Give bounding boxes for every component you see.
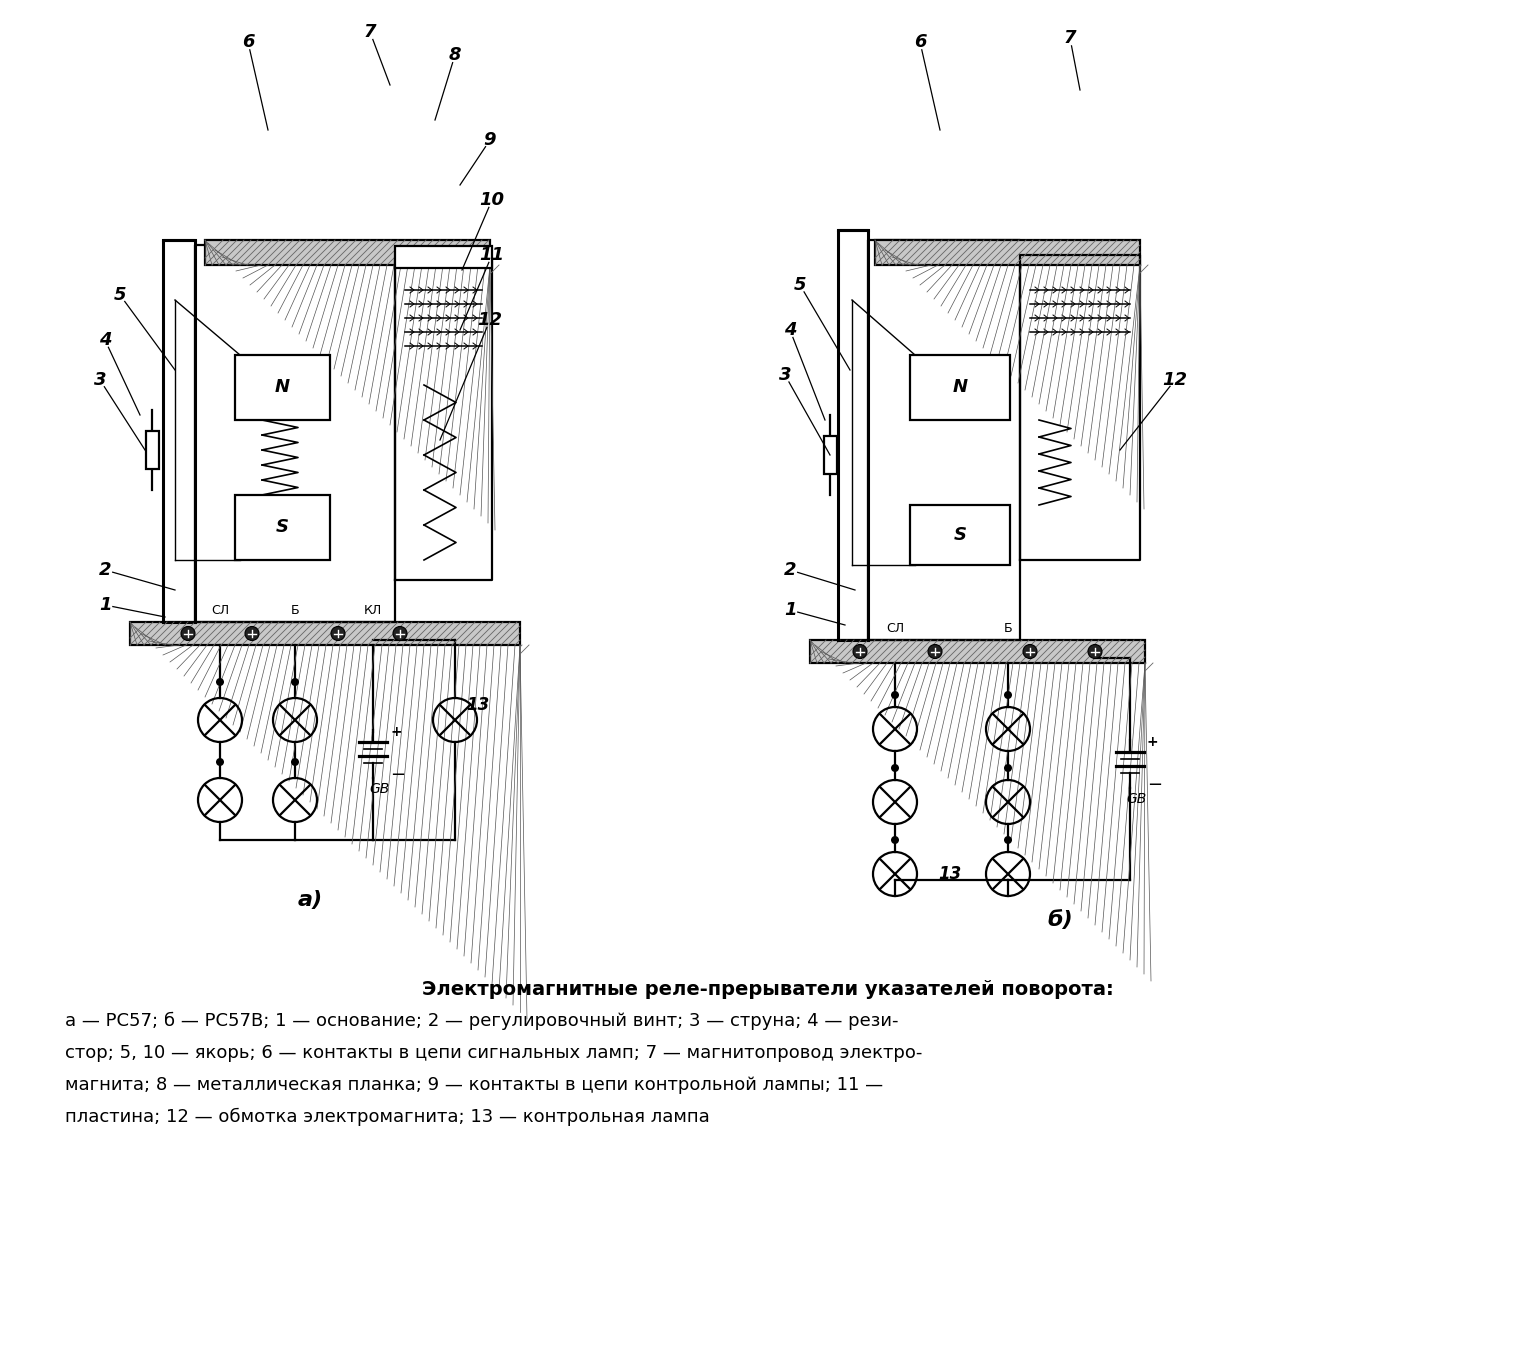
Text: 11: 11	[479, 246, 504, 265]
Text: 8: 8	[449, 46, 461, 63]
Text: СЛ: СЛ	[210, 603, 229, 617]
Text: 5: 5	[794, 275, 806, 294]
Text: 3: 3	[94, 371, 106, 389]
Bar	[823, 436, 837, 474]
Text: магнита; 8 — металлическая планка; 9 — контакты в цепи контрольной лампы; 11 —: магнита; 8 — металлическая планка; 9 — к…	[65, 1076, 883, 1094]
Text: N: N	[275, 378, 290, 397]
Text: 13: 13	[938, 865, 962, 883]
Text: 7: 7	[1064, 28, 1077, 47]
Bar	[909, 355, 1011, 420]
Text: 6: 6	[914, 32, 926, 51]
Text: 7: 7	[364, 23, 376, 40]
Text: 5: 5	[114, 286, 126, 304]
Circle shape	[181, 626, 195, 640]
Bar	[146, 431, 158, 468]
Text: Б: Б	[1003, 622, 1012, 634]
Circle shape	[891, 764, 899, 772]
Text: стор; 5, 10 — якорь; 6 — контакты в цепи сигнальных ламп; 7 — магнитопровод элек: стор; 5, 10 — якорь; 6 — контакты в цепи…	[65, 1044, 923, 1062]
Circle shape	[393, 626, 407, 640]
Circle shape	[1005, 764, 1012, 772]
Text: 13: 13	[467, 697, 490, 714]
Circle shape	[1005, 691, 1012, 699]
Text: а): а)	[298, 890, 323, 910]
Bar	[876, 240, 1140, 265]
Bar	[909, 505, 1011, 566]
Text: 3: 3	[779, 366, 791, 383]
Text: 10: 10	[479, 190, 504, 209]
Text: 2: 2	[783, 562, 796, 579]
Circle shape	[1087, 644, 1101, 659]
Text: 2: 2	[98, 562, 111, 579]
Text: 6: 6	[241, 32, 255, 51]
Circle shape	[852, 644, 866, 659]
Text: 4: 4	[783, 321, 796, 339]
Circle shape	[217, 757, 224, 765]
Circle shape	[290, 678, 300, 686]
Text: N: N	[952, 378, 968, 397]
Text: КЛ: КЛ	[364, 603, 382, 617]
Bar	[395, 246, 492, 269]
Circle shape	[891, 836, 899, 844]
Text: СЛ: СЛ	[886, 622, 905, 634]
Text: GB: GB	[1126, 792, 1146, 806]
Circle shape	[891, 691, 899, 699]
Text: 9: 9	[484, 131, 496, 148]
Circle shape	[217, 678, 224, 686]
Bar	[131, 622, 521, 645]
Text: 12: 12	[1163, 371, 1187, 389]
Text: а — РС57; б — РС57В; 1 — основание; 2 — регулировочный винт; 3 — струна; 4 — рез: а — РС57; б — РС57В; 1 — основание; 2 — …	[65, 1012, 899, 1030]
Bar	[235, 355, 330, 420]
Bar	[235, 495, 330, 560]
Text: S: S	[954, 526, 966, 544]
Text: −: −	[390, 765, 406, 784]
Text: S: S	[276, 518, 289, 536]
Circle shape	[928, 644, 942, 659]
Text: −: −	[1147, 776, 1163, 794]
Circle shape	[246, 626, 260, 640]
Text: Б: Б	[290, 603, 300, 617]
Text: Электромагнитные реле-прерыватели указателей поворота:: Электромагнитные реле-прерыватели указат…	[422, 980, 1114, 999]
Text: +: +	[390, 725, 401, 738]
Text: б): б)	[1048, 910, 1072, 930]
Text: 1: 1	[783, 601, 796, 620]
Text: пластина; 12 — обмотка электромагнита; 13 — контрольная лампа: пластина; 12 — обмотка электромагнита; 1…	[65, 1108, 710, 1126]
Text: GB: GB	[369, 782, 389, 796]
Text: +: +	[1147, 734, 1158, 749]
Circle shape	[330, 626, 346, 640]
Bar	[204, 240, 490, 265]
Text: 4: 4	[98, 331, 111, 350]
Text: 12: 12	[478, 310, 502, 329]
Bar	[809, 640, 1144, 663]
Circle shape	[1005, 836, 1012, 844]
Circle shape	[290, 757, 300, 765]
Circle shape	[1023, 644, 1037, 659]
Text: 1: 1	[98, 595, 111, 614]
